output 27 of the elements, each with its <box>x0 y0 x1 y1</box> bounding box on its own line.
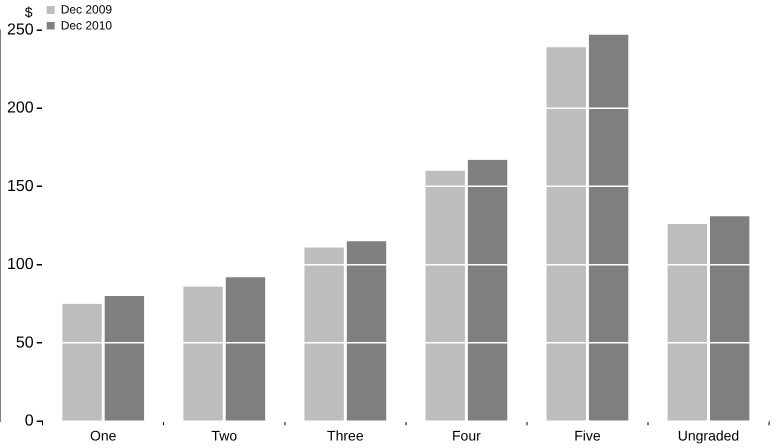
bar <box>304 248 344 420</box>
x-tick-label: Three <box>327 427 364 444</box>
y-tick-label: 100 <box>6 256 34 274</box>
legend-label: Dec 2009 <box>60 2 112 16</box>
x-tick-label: Five <box>574 427 601 444</box>
bar <box>668 224 707 420</box>
y-tick-label: 250 <box>6 21 34 38</box>
y-tick-label: 200 <box>6 100 34 117</box>
y-tick-label: 0 <box>24 412 34 430</box>
y-tick-label: 150 <box>6 178 34 195</box>
bar <box>710 216 750 420</box>
x-tick-label: Four <box>452 427 482 444</box>
bar <box>104 296 144 420</box>
x-tick-label: Ungraded <box>678 427 740 444</box>
bar <box>183 286 223 420</box>
bar <box>346 241 386 420</box>
legend-label: Dec 2010 <box>60 18 112 32</box>
bar <box>62 304 102 420</box>
bar <box>425 170 465 420</box>
x-tick-label: One <box>90 427 117 444</box>
y-tick-label: 50 <box>16 334 34 352</box>
bar <box>588 34 628 420</box>
bar <box>468 160 508 420</box>
y-axis-title: $ <box>24 4 33 20</box>
bar <box>226 277 266 420</box>
x-tick-label: Two <box>211 427 238 444</box>
bar <box>546 47 586 420</box>
